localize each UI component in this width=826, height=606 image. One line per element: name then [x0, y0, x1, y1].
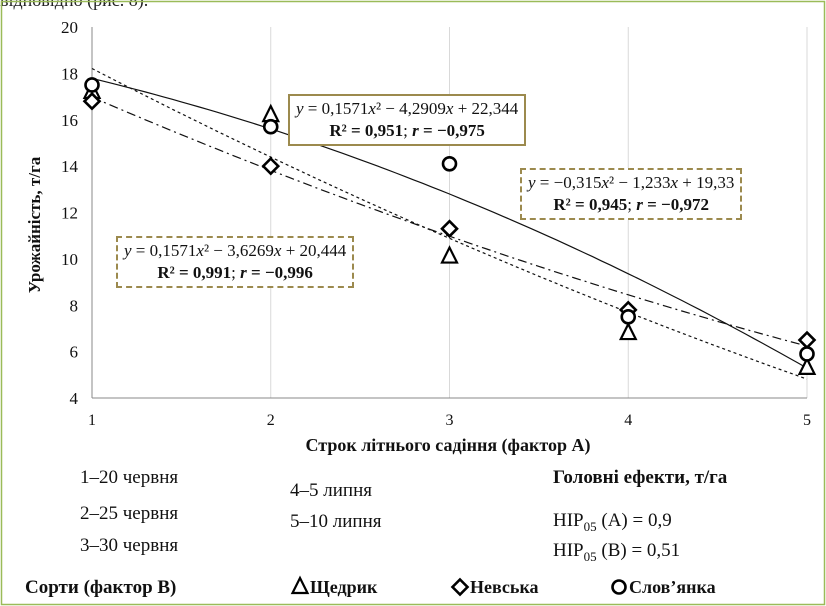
- legend-title: Сорти (фактор В): [25, 577, 176, 598]
- y-tick-label: 10: [61, 250, 78, 269]
- eq-c: + 19,33: [682, 173, 735, 192]
- legend-marker-triangle: [290, 575, 310, 595]
- point-diamond: [82, 91, 102, 111]
- date-3: 3–30 червня: [80, 535, 179, 556]
- r2-value: 0,991: [192, 263, 232, 282]
- x-tick-label: 5: [803, 412, 811, 429]
- point-triangle: [797, 356, 817, 375]
- legend-marker-diamond: [450, 577, 470, 597]
- y-tick-label: 14: [61, 157, 79, 176]
- date-1: 1–20 червня: [80, 467, 179, 488]
- y-axis-label: Урожайність, т/га: [25, 156, 44, 293]
- trendline-equation-dotted: y = 0,1571x² − 4,2909x + 22,344 R² = 0,9…: [288, 94, 527, 146]
- eq-y: y: [528, 173, 536, 192]
- y-tick-label: 20: [61, 18, 78, 37]
- hir-a: НІР05 (А) = 0,9: [553, 510, 672, 535]
- eq-b: − 4,2909: [385, 99, 446, 118]
- eq-b: − 1,233: [618, 173, 671, 192]
- r2-label: R²: [157, 263, 175, 282]
- date-2: 2–25 червня: [80, 503, 179, 524]
- hir-b-value: (В) = 0,51: [596, 540, 681, 561]
- point-circle: [441, 156, 458, 172]
- point-circle: [620, 309, 637, 325]
- x-tick-label: 2: [267, 412, 275, 429]
- y-tick-label: 12: [61, 204, 78, 223]
- r-label: r: [412, 121, 419, 140]
- x-axis-label: Строк літнього садіння (фактор А): [306, 435, 591, 456]
- y-tick-label: 6: [70, 343, 79, 362]
- eq-b: − 3,6269: [213, 241, 274, 260]
- point-diamond: [440, 219, 459, 239]
- x-tick-label: 1: [88, 412, 96, 429]
- y-tick-label: 16: [61, 111, 78, 130]
- r2-label: R²: [553, 195, 571, 214]
- x-tick-label: 4: [624, 412, 632, 429]
- main-effects-title: Головні ефекти, т/га: [553, 467, 728, 488]
- point-circle: [84, 77, 100, 93]
- eq-y: y: [124, 241, 132, 260]
- hir-b-prefix: НІР: [553, 540, 584, 561]
- header-text: відповідно (рис. 8).: [0, 0, 149, 10]
- hir-b: НІР05 (В) = 0,51: [553, 540, 680, 565]
- eq-a: 0,1571: [321, 99, 369, 118]
- point-diamond: [797, 330, 817, 350]
- eq-c: + 22,344: [457, 99, 519, 118]
- eq-c: + 20,444: [285, 241, 347, 260]
- date-5: 5–10 липня: [290, 511, 382, 532]
- y-tick-label: 4: [70, 389, 79, 408]
- point-circle: [799, 346, 815, 362]
- legend: Сорти (фактор В) Щедрик Невська Слов’янка: [25, 575, 716, 598]
- trendline-equation-solid: y = −0,315x² − 1,233x + 19,33 R² = 0,945…: [520, 168, 743, 220]
- y-tick-label: 18: [61, 64, 78, 83]
- r-value: −0,996: [264, 263, 313, 282]
- legend-label: Невська: [470, 577, 539, 597]
- eq-y: y: [296, 99, 304, 118]
- point-triangle: [618, 321, 638, 341]
- eq-a: 0,1571: [149, 241, 197, 260]
- point-triangle: [440, 245, 459, 264]
- hir-a-sub: 05: [583, 518, 597, 534]
- r-value: −0,972: [661, 195, 709, 214]
- legend-label: Щедрик: [310, 577, 378, 597]
- hir-b-sub: 05: [583, 548, 597, 564]
- r-label: r: [240, 263, 247, 282]
- hir-a-prefix: НІР: [553, 510, 584, 531]
- hir-a-value: (А) = 0,9: [596, 510, 672, 531]
- r2-label: R²: [329, 121, 347, 140]
- legend-label: Слов’янка: [629, 577, 716, 597]
- eq-a: −0,315: [553, 173, 602, 192]
- trendline-equation-dashdot: y = 0,1571x² − 3,6269x + 20,444 R² = 0,9…: [116, 236, 355, 288]
- data-points: [82, 77, 817, 375]
- y-tick-label: 8: [70, 296, 79, 315]
- trendline-solid: [91, 77, 808, 369]
- point-triangle: [261, 103, 281, 123]
- point-diamond: [261, 156, 281, 176]
- date-4: 4–5 липня: [290, 480, 372, 501]
- legend-marker-circle: [611, 579, 627, 595]
- x-tick-label: 3: [446, 412, 454, 429]
- r-label: r: [636, 195, 643, 214]
- trendline-dotted: [91, 67, 808, 380]
- r2-value: 0,951: [364, 121, 404, 140]
- r2-value: 0,945: [588, 195, 628, 214]
- point-circle: [262, 118, 279, 135]
- r-value: −0,975: [436, 121, 485, 140]
